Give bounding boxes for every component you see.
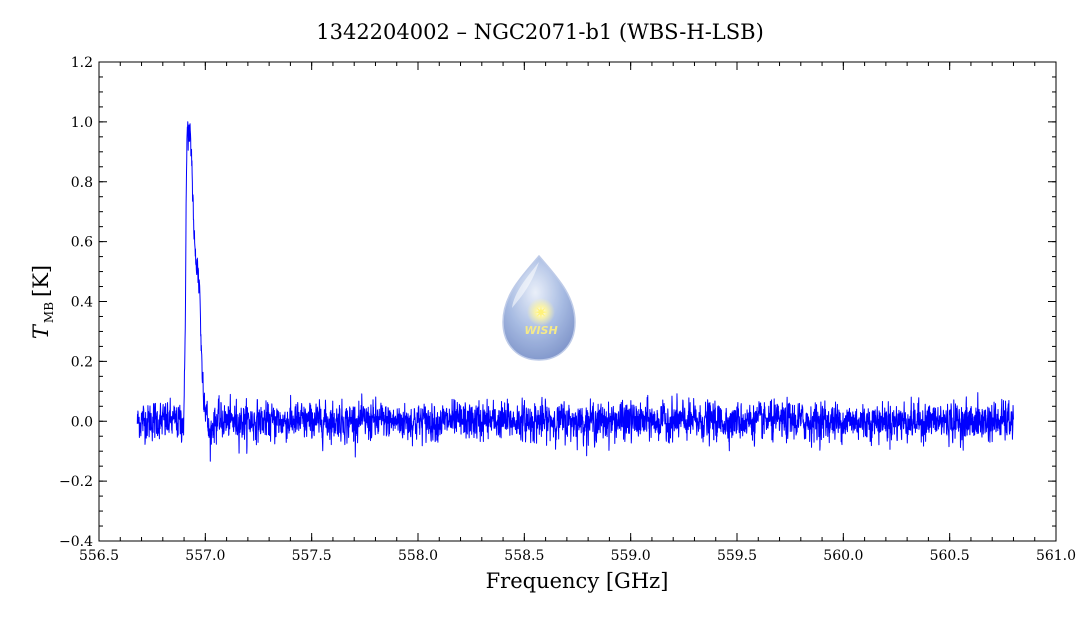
x-tick-label: 559.5 [717,548,757,564]
y-tick-label: 0.0 [71,414,93,430]
y-tick-label: 1.2 [71,55,93,71]
svg-text:TMB[K]: TMB [K] [29,265,56,339]
y-tick-label: 0.8 [71,175,93,191]
x-tick-label: 561.0 [1036,548,1076,564]
y-tick-label: 0.2 [71,354,93,370]
spectrum-series-line [136,121,1014,462]
wish-logo: ✷ WISH [502,254,576,361]
x-tick-label: 556.5 [79,548,119,564]
x-tick-label: 557.5 [292,548,332,564]
y-tick-label: −0.4 [59,534,93,550]
x-tick-labels: 556.5 557.0 557.5 558.0 558.5 559.0 559.5 560.0… [79,548,1076,564]
logo-star-icon: ✷ [534,303,547,322]
plot-frame [98,61,1057,542]
x-tick-label: 560.0 [823,548,863,564]
axis-ticks [98,61,1057,542]
y-axis-label: TMB [K] [29,265,56,339]
y-axis-label-unit: [K] [29,265,53,297]
x-tick-label: 557.0 [185,548,225,564]
y-tick-label: 0.6 [71,235,93,251]
logo-text: WISH [524,324,557,337]
y-tick-label: 1.0 [71,115,93,131]
x-tick-label: 558.5 [504,548,544,564]
y-tick-labels: −0.4 −0.2 0.0 0.2 0.4 0.6 0.8 1.0 1.2 [59,55,93,550]
logo-star-glow [527,298,555,326]
chart-title: 1342204002 – NGC2071-b1 (WBS-H-LSB) [316,20,764,44]
x-tick-label: 558.0 [398,548,438,564]
y-tick-label: −0.2 [59,474,93,490]
logo-drop-highlight [512,262,539,308]
x-tick-label: 559.0 [611,548,651,564]
x-axis-label: Frequency [GHz] [486,569,669,593]
x-tick-label: 560.5 [930,548,970,564]
y-tick-label: 0.4 [71,295,93,311]
y-axis-label-sub: MB [42,302,56,323]
y-axis-label-main: T [29,323,53,339]
